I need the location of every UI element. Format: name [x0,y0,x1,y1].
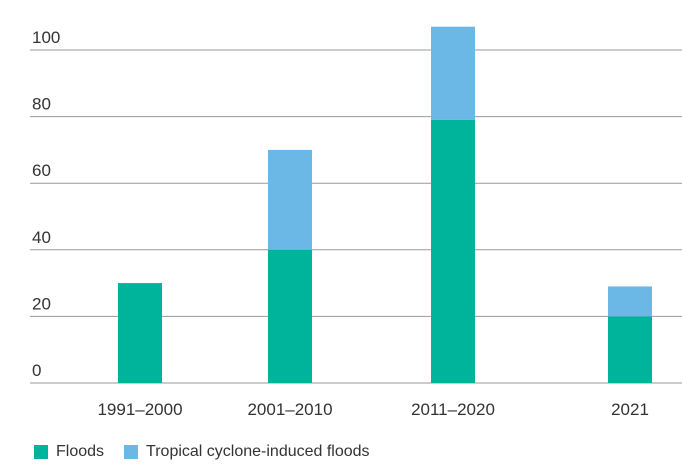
x-tick-label-1: 2001–2010 [247,400,332,419]
x-axis-labels: 1991–2000 2001–2010 2011–2020 2021 [97,400,648,419]
x-tick-label-2: 2011–2020 [411,400,495,419]
y-tick-label-40: 40 [32,228,51,247]
y-tick-label-0: 0 [32,361,41,380]
bar-tropical-cyclone-floods-3 [608,286,652,317]
bars [118,26,652,384]
y-axis-ticks: 0 20 40 60 80 100 [32,28,60,380]
bar-tropical-cyclone-floods-1 [268,149,312,250]
bar-floods-1 [268,249,312,383]
legend-swatch-tropical-cyclone-floods [124,445,139,459]
legend-swatch-floods [34,445,48,459]
bar-tropical-cyclone-floods-2 [431,26,475,120]
y-tick-label-60: 60 [32,161,51,180]
bar-floods-0 [118,283,162,383]
bar-floods-3 [608,316,652,383]
x-tick-label-0: 1991–2000 [97,400,182,419]
legend-item-tropical-cyclone-floods: Tropical cyclone-induced floods [124,443,370,461]
legend: Floods Tropical cyclone-induced floods [34,443,390,461]
stacked-bar-chart: 0 20 40 60 80 100 1991–2000 2001–2010 2011–2020… [30,26,682,419]
y-tick-label-100: 100 [32,28,60,47]
y-tick-label-20: 20 [32,294,51,313]
legend-item-floods: Floods [34,443,104,461]
x-tick-label-3: 2021 [611,400,649,419]
legend-label-floods: Floods [56,443,105,460]
bar-floods-2 [431,119,475,384]
legend-label-tropical-cyclone-floods: Tropical cyclone-induced floods [146,443,370,460]
y-tick-label-80: 80 [32,95,51,114]
